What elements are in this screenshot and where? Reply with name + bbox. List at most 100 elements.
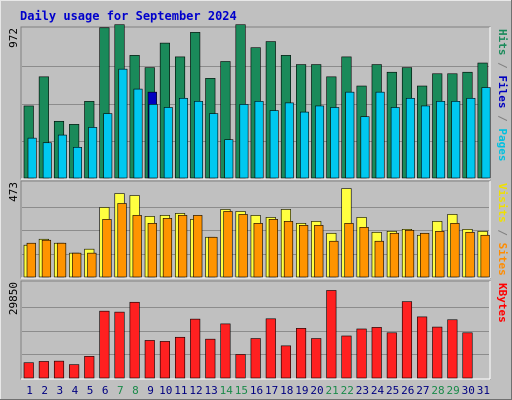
- kbytes-bar: [447, 319, 458, 379]
- sites-bar: [450, 223, 460, 278]
- x-tick-label: 10: [159, 384, 172, 397]
- x-tick-label: 31: [477, 384, 490, 397]
- x-tick-label: 12: [189, 384, 202, 397]
- panel-sites-visits: 473 Visits / Sites: [7, 180, 509, 279]
- kbytes-bar: [144, 340, 155, 379]
- pages-bar: [239, 104, 249, 179]
- kbytes-bar: [296, 328, 307, 379]
- sites-bar: [26, 242, 36, 278]
- legend-separator: /: [496, 56, 509, 76]
- side-legend: KBytes: [496, 283, 509, 323]
- panel-hits-files-pages: 972 Hits / Files / Pages: [7, 24, 509, 180]
- legend-separator: /: [496, 109, 509, 129]
- sites-bar: [329, 240, 339, 278]
- series-sites: [26, 203, 490, 278]
- pages-bar: [300, 111, 309, 179]
- legend-files: Files: [496, 75, 509, 108]
- pages-bar: [481, 87, 491, 179]
- kbytes-bar: [341, 335, 352, 379]
- x-tick-label: 15: [235, 384, 248, 397]
- pages-bar: [269, 110, 279, 179]
- kbytes-bar: [114, 311, 125, 379]
- sites-bar: [389, 232, 399, 278]
- kbytes-bar: [190, 318, 201, 379]
- kbytes-bar: [371, 327, 382, 379]
- x-tick-label: 18: [280, 384, 293, 397]
- sites-bar: [208, 236, 218, 278]
- sites-bar: [56, 242, 67, 278]
- pages-bar: [284, 102, 294, 179]
- x-tick-label: 22: [341, 384, 354, 397]
- x-tick-label: 26: [401, 384, 414, 397]
- x-tick-label: 17: [265, 384, 278, 397]
- sites-bar: [102, 219, 112, 278]
- pages-bar: [466, 97, 476, 179]
- pages-bar: [421, 105, 430, 179]
- sites-bar: [480, 234, 490, 278]
- kbytes-bar: [356, 328, 367, 379]
- sites-bar: [435, 230, 445, 278]
- sites-bar: [374, 240, 384, 278]
- sites-bar: [344, 223, 354, 278]
- kbytes-bar: [99, 310, 110, 379]
- pages-bar: [148, 104, 158, 179]
- kbytes-bar: [235, 354, 246, 379]
- kbytes-bar: [220, 323, 231, 379]
- pages-bar: [103, 113, 113, 179]
- pages-bar: [57, 134, 67, 179]
- legend-visits: Visits: [496, 183, 509, 223]
- kbytes-bar: [417, 316, 428, 379]
- sites-bar: [268, 219, 278, 278]
- x-tick-label: 25: [386, 384, 399, 397]
- legend-sites: Sites: [496, 243, 509, 276]
- x-tick-label: 2: [41, 384, 48, 397]
- legend-kbytes: KBytes: [496, 283, 509, 323]
- side-legend: Hits / Files / Pages: [496, 29, 509, 162]
- sites-bar: [147, 223, 157, 278]
- x-tick-label: 13: [204, 384, 217, 397]
- x-tick-label: 21: [326, 384, 339, 397]
- pages-bar: [178, 97, 188, 179]
- kbytes-bar: [250, 338, 261, 379]
- series-kbytes: [23, 290, 473, 379]
- pages-bar: [194, 101, 204, 179]
- y-max-label: 29850: [7, 282, 20, 315]
- kbytes-bar: [462, 332, 473, 379]
- x-tick-label: 3: [57, 384, 64, 397]
- sites-bar: [283, 221, 294, 278]
- x-tick-label: 16: [250, 384, 263, 397]
- sites-bar: [223, 211, 233, 278]
- legend-hits: Hits: [496, 29, 509, 56]
- x-tick-label: 8: [132, 384, 139, 397]
- x-tick-label: 4: [72, 384, 79, 397]
- sites-bar: [299, 225, 309, 278]
- x-tick-label: 11: [174, 384, 187, 397]
- sites-bar: [41, 239, 52, 278]
- pages-bar: [88, 127, 98, 179]
- sites-bar: [314, 225, 324, 278]
- kbytes-bar: [129, 301, 140, 379]
- sites-bar: [193, 215, 203, 278]
- kbytes-bar: [265, 318, 276, 379]
- pages-bar: [73, 147, 82, 179]
- x-tick-label: 30: [462, 384, 475, 397]
- kbytes-bar: [401, 301, 413, 379]
- y-max-label: 972: [7, 28, 20, 48]
- pages-bar: [27, 137, 37, 179]
- sites-bar: [162, 218, 173, 278]
- sites-bar: [177, 215, 188, 278]
- legend-separator: /: [496, 223, 509, 243]
- sites-bar: [238, 214, 248, 278]
- kbytes-bar: [205, 338, 216, 379]
- kbytes-bar: [69, 364, 80, 379]
- pages-bar: [163, 107, 173, 179]
- x-tick-label: 9: [147, 384, 154, 397]
- x-tick-label: 19: [295, 384, 308, 397]
- kbytes-bar: [23, 362, 34, 379]
- x-tick-label: 23: [356, 384, 369, 397]
- sites-bar: [359, 227, 369, 278]
- x-tick-label: 28: [431, 384, 444, 397]
- pages-bar: [118, 68, 128, 179]
- pages-bar: [224, 139, 234, 179]
- x-tick-label: 7: [117, 384, 124, 397]
